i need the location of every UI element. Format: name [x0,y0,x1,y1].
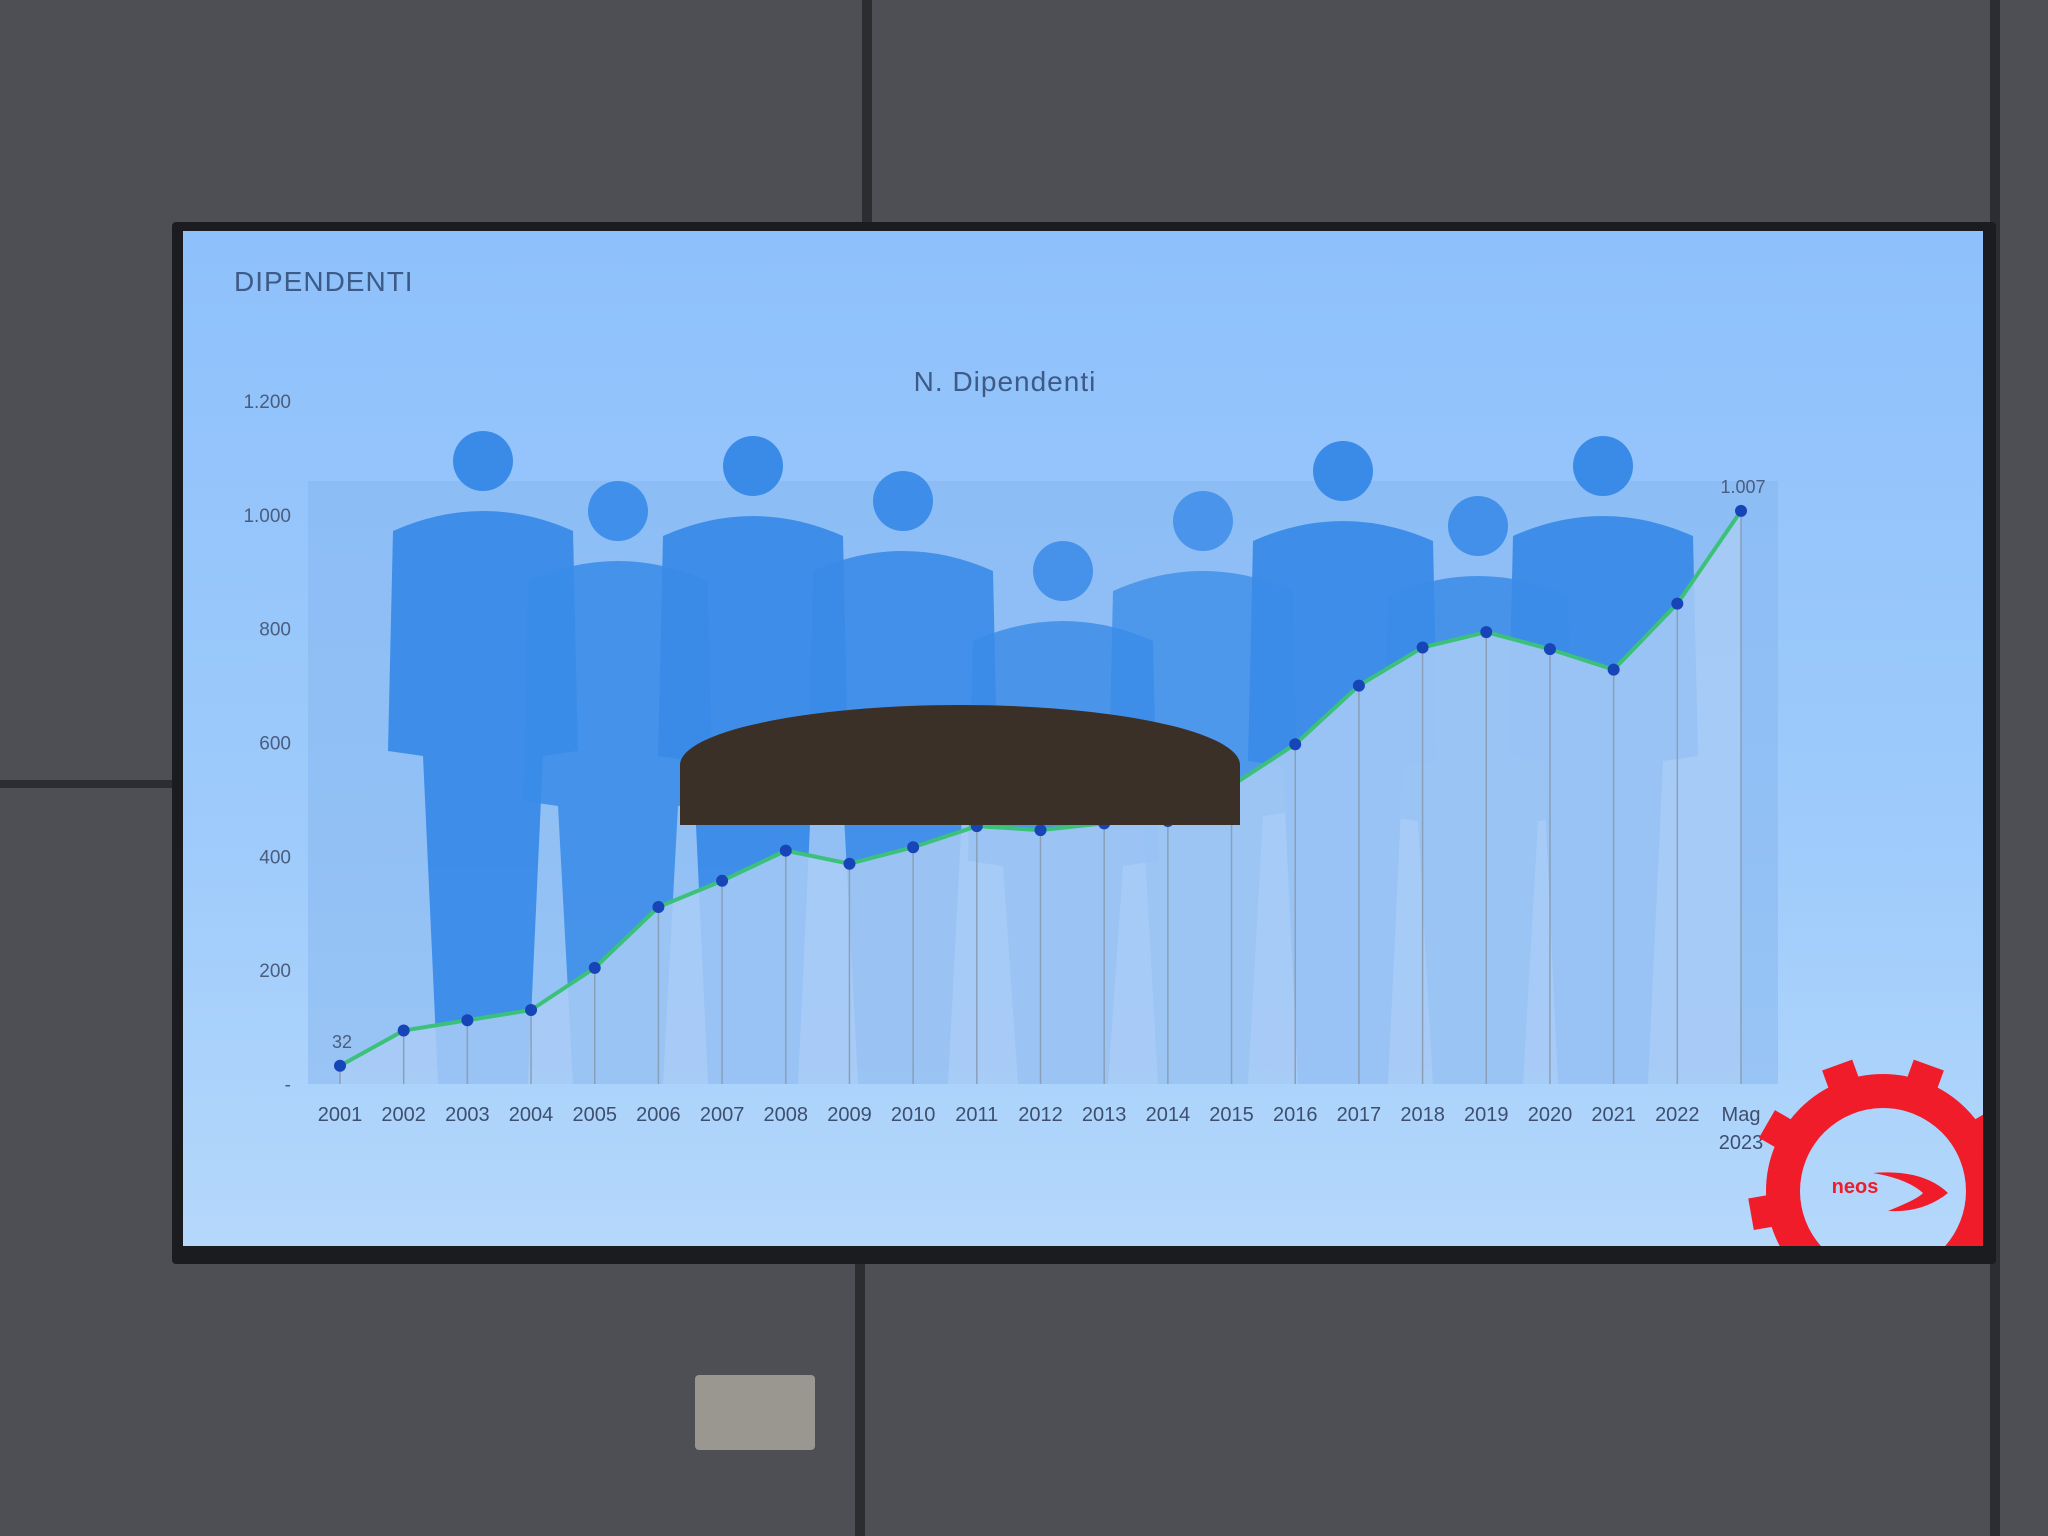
x-tick-label: 2022 [1655,1104,1700,1126]
data-point [525,1004,538,1017]
wall-panel-seam [862,0,872,230]
x-tick-label: 2002 [381,1104,426,1126]
data-point [334,1059,346,1072]
x-tick-label: 2009 [827,1104,872,1126]
neos-logo-text: neos [1832,1176,1879,1198]
line-chart: - 200 400 600 800 1.000 1.200 2001 2002 2003 2004 2… [243,366,1983,1246]
person-silhouette-head [873,471,933,531]
data-point [907,841,920,854]
y-tick-label: 800 [259,620,291,641]
y-tick-label: - [285,1075,291,1096]
wall-panel-seam [855,1260,865,1536]
data-label: 1.007 [1720,477,1765,497]
neos-logo-gear-tooth [1822,1059,1864,1101]
area-fill [340,510,1741,1085]
data-point [1480,626,1493,639]
x-tick-label: 2016 [1273,1104,1318,1126]
x-tick-label: 2011 [955,1104,998,1126]
y-tick-label: 1.000 [243,506,291,527]
x-tick-label: 2008 [764,1104,809,1126]
x-tick-label: 2015 [1209,1104,1254,1126]
person-silhouette-head [1313,441,1373,501]
person-silhouette-head [1448,496,1508,556]
x-tick-label: 2014 [1146,1104,1191,1126]
data-point [652,900,665,913]
x-tick-label: 2019 [1464,1104,1509,1126]
data-point [461,1014,474,1027]
y-tick-label: 600 [259,734,291,755]
wall-outlet [695,1375,815,1450]
y-tick-label: 400 [259,847,291,868]
y-tick-label: 1.200 [243,392,291,413]
data-point [1735,504,1747,517]
person-silhouette-head [1033,541,1093,601]
slide-title: DIPENDENTI [234,266,414,297]
data-point [779,844,792,857]
neos-logo-gear-tooth [1758,1110,1803,1154]
wall-panel-seam [0,780,175,788]
person-silhouette-head [453,431,513,491]
x-tick-label: 2003 [445,1104,490,1126]
x-tick-label: 2010 [891,1104,936,1126]
data-point [1352,679,1365,692]
x-tick-label: 2006 [636,1104,681,1126]
person-silhouette-head [1173,491,1233,551]
person-silhouette-head [1573,436,1633,496]
x-tick-label: 2012 [1018,1104,1063,1126]
x-tick-label: 2021 [1591,1104,1636,1126]
data-point [716,874,729,887]
x-tick-label: 2013 [1082,1104,1127,1126]
neos-logo-gear-tooth [1902,1059,1944,1101]
x-tick-label: 2001 [318,1104,363,1126]
x-tick-label: 2020 [1528,1104,1573,1126]
data-point [588,961,601,974]
x-tick-label: 2005 [572,1104,617,1126]
person-silhouette-head [723,436,783,496]
data-label: 32 [332,1032,352,1052]
y-tick-label: 200 [259,961,291,982]
data-point [397,1024,410,1037]
person-silhouette-head [588,481,648,541]
data-point [1034,824,1047,837]
x-tick-label: Mag [1722,1104,1761,1126]
slide-screen: DIPENDENTI - 200 400 600 800 1.000 1.200 2001 20… [183,231,1983,1246]
neos-logo-gear-ring [1766,1074,1983,1246]
data-point [1607,663,1620,676]
x-tick-label: 2018 [1400,1104,1445,1126]
neos-logo-gear-tooth [1748,1192,1786,1231]
data-point [1671,597,1684,610]
data-point [843,857,856,870]
x-tick-label: 2004 [509,1104,553,1126]
data-point [1543,643,1556,656]
x-tick-label: 2017 [1337,1104,1382,1126]
data-point [1416,641,1429,654]
data-point [1289,738,1302,751]
x-tick-label: 2007 [700,1104,745,1126]
chart-title: N. Dipendenti [914,366,1097,397]
audience-head [680,705,1240,825]
x-tick-label: 2023 [1719,1132,1764,1154]
neos-logo-gear-tooth [1963,1110,1983,1154]
neos-logo-swoosh [1873,1172,1948,1212]
